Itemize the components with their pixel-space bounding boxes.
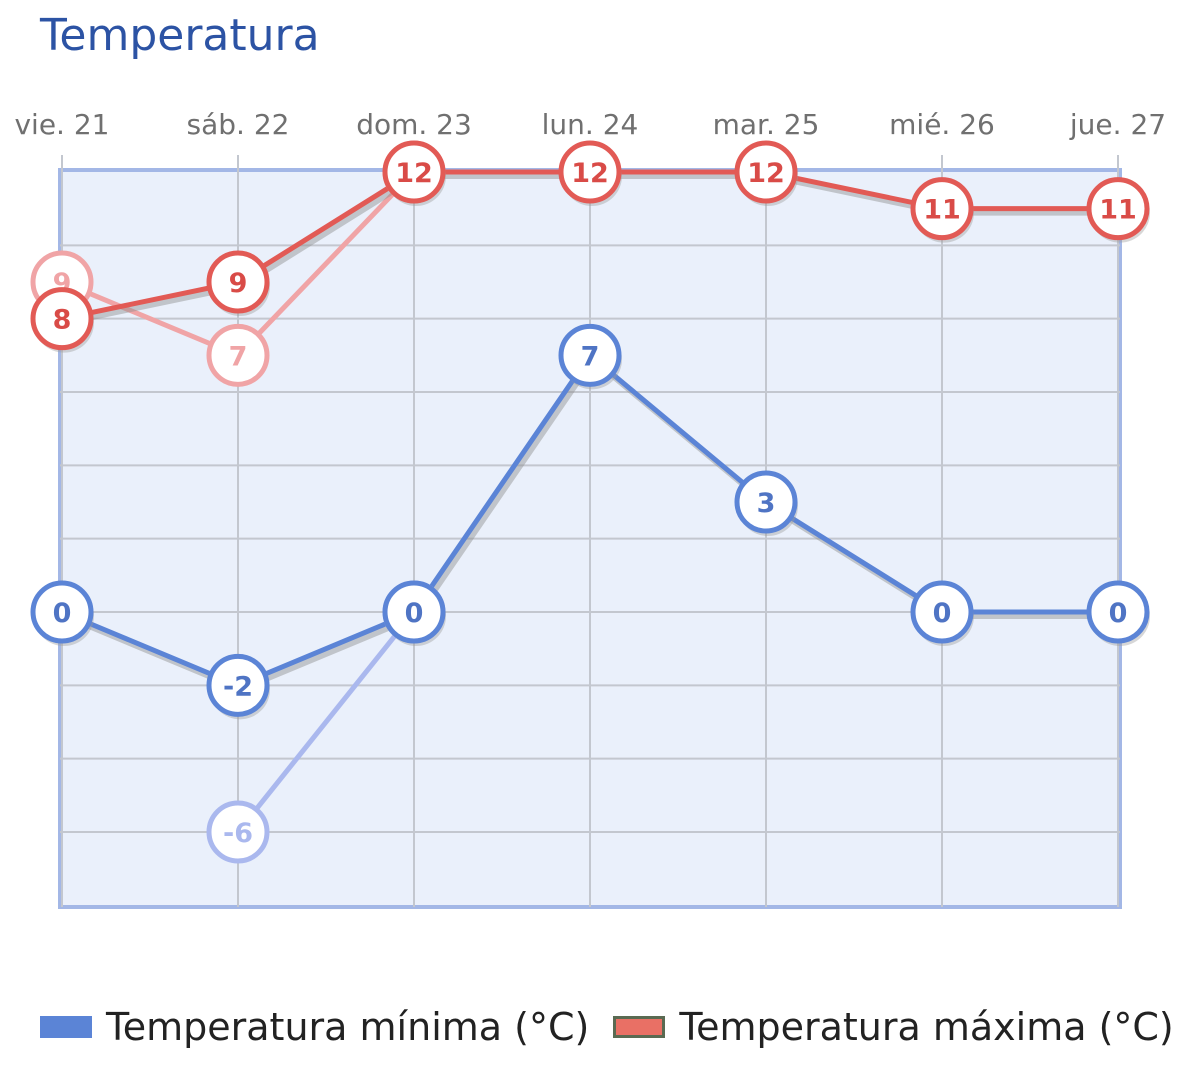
chart-title: Temperatura [40, 10, 320, 61]
x-tick-label: dom. 23 [356, 108, 472, 141]
data-point-max[interactable]: 11 [910, 177, 974, 243]
data-point-max[interactable]: 12 [734, 140, 798, 206]
point-marker [734, 140, 798, 204]
point-marker [734, 470, 798, 534]
x-tick-label: mié. 26 [889, 108, 995, 141]
point-marker [1086, 177, 1150, 241]
data-label: 12 [571, 158, 609, 189]
data-label: 12 [747, 158, 785, 189]
data-point-max-previous[interactable]: 7 [206, 323, 270, 387]
legend-label-min: Temperatura mínima (°C) [106, 1005, 590, 1049]
point-marker [30, 287, 94, 351]
data-label: -2 [223, 671, 253, 702]
data-label: 7 [581, 341, 600, 372]
point-marker [382, 580, 446, 644]
data-label: 12 [395, 158, 433, 189]
data-label: 11 [923, 195, 961, 226]
legend-item-min[interactable]: Temperatura mínima (°C) [40, 1005, 589, 1049]
data-point-max[interactable]: 12 [382, 140, 446, 206]
data-point-min[interactable]: 0 [382, 580, 446, 646]
data-label: 0 [53, 598, 72, 629]
data-label: -6 [223, 818, 253, 849]
legend-swatch-min [40, 1016, 92, 1038]
legend-label-max: Temperatura máxima (°C) [679, 1005, 1174, 1049]
data-label: 3 [757, 488, 776, 519]
x-tick-label: vie. 21 [14, 108, 109, 141]
x-tick-label: lun. 24 [542, 108, 639, 141]
data-label: 7 [229, 341, 248, 372]
point-marker [206, 653, 270, 717]
data-label: 11 [1099, 195, 1137, 226]
point-marker [1086, 580, 1150, 644]
data-point-min[interactable]: 0 [910, 580, 974, 646]
data-point-min[interactable]: -2 [206, 653, 270, 720]
data-point-max[interactable]: 12 [558, 140, 622, 206]
point-marker [206, 800, 270, 864]
data-label: 9 [229, 268, 248, 299]
data-point-max[interactable]: 8 [30, 287, 94, 353]
data-point-min[interactable]: 3 [734, 470, 798, 536]
temperature-line-chart: vie. 21 sáb. 22 dom. 23 lun. 24 mar. 25 mié. … [14, 108, 1166, 909]
legend-item-max[interactable]: Temperatura máxima (°C) [613, 1005, 1174, 1049]
data-point-min[interactable]: 0 [1086, 580, 1150, 646]
data-point-min[interactable]: 0 [30, 580, 94, 646]
point-marker [558, 140, 622, 204]
data-point-max[interactable]: 11 [1086, 177, 1150, 243]
data-label: 0 [933, 598, 952, 629]
point-marker [558, 323, 622, 387]
data-point-min[interactable]: 7 [558, 323, 622, 390]
x-axis-labels: vie. 21 sáb. 22 dom. 23 lun. 24 mar. 25 mié. … [14, 108, 1166, 141]
legend: Temperatura mínima (°C) Temperatura máxi… [40, 1005, 1198, 1049]
point-marker [910, 177, 974, 241]
x-tick-label: jue. 27 [1069, 108, 1166, 141]
point-marker [382, 140, 446, 204]
x-tick-label: mar. 25 [713, 108, 820, 141]
point-marker [30, 580, 94, 644]
point-marker [910, 580, 974, 644]
legend-swatch-max [613, 1016, 666, 1038]
x-tick-label: sáb. 22 [187, 108, 290, 141]
data-label: 0 [1109, 598, 1128, 629]
point-marker [206, 250, 270, 314]
series-line-min-previous [236, 610, 416, 834]
point-marker [206, 323, 270, 387]
data-point-min-previous[interactable]: -6 [206, 800, 270, 864]
data-label: 0 [405, 598, 424, 629]
data-point-max[interactable]: 9 [206, 250, 270, 316]
data-label: 8 [53, 305, 72, 336]
